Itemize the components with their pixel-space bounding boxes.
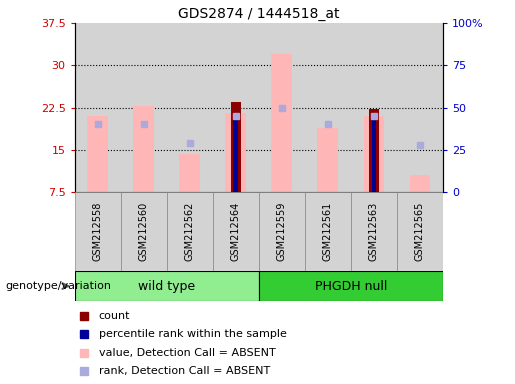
Bar bbox=[121, 23, 167, 192]
Text: GSM212561: GSM212561 bbox=[323, 202, 333, 261]
Bar bbox=[305, 23, 351, 192]
Bar bbox=[167, 192, 213, 271]
Bar bbox=[75, 23, 121, 192]
Text: wild type: wild type bbox=[138, 280, 195, 293]
Text: GSM212564: GSM212564 bbox=[231, 202, 241, 261]
Text: GSM212560: GSM212560 bbox=[139, 202, 149, 261]
Text: value, Detection Call = ABSENT: value, Detection Call = ABSENT bbox=[98, 348, 276, 358]
Text: rank, Detection Call = ABSENT: rank, Detection Call = ABSENT bbox=[98, 366, 270, 376]
Text: GSM212558: GSM212558 bbox=[93, 202, 102, 261]
Bar bbox=[369, 109, 379, 192]
Text: GSM212565: GSM212565 bbox=[415, 202, 425, 261]
Bar bbox=[88, 116, 108, 192]
Bar bbox=[213, 192, 259, 271]
Bar bbox=[259, 271, 443, 301]
Bar bbox=[75, 192, 121, 271]
Text: count: count bbox=[98, 311, 130, 321]
Bar bbox=[259, 192, 305, 271]
Bar bbox=[179, 154, 200, 192]
Bar bbox=[233, 114, 238, 192]
Text: GSM212563: GSM212563 bbox=[369, 202, 379, 261]
Bar bbox=[364, 116, 384, 192]
Text: PHGDH null: PHGDH null bbox=[315, 280, 387, 293]
Text: genotype/variation: genotype/variation bbox=[5, 281, 111, 291]
Text: GSM212562: GSM212562 bbox=[185, 202, 195, 261]
Bar bbox=[397, 23, 443, 192]
Bar bbox=[133, 106, 154, 192]
Bar bbox=[305, 192, 351, 271]
Bar bbox=[121, 192, 167, 271]
Bar bbox=[351, 23, 397, 192]
Bar bbox=[167, 23, 213, 192]
Bar bbox=[317, 128, 338, 192]
Bar bbox=[409, 175, 430, 192]
Bar bbox=[271, 54, 292, 192]
Text: GSM212559: GSM212559 bbox=[277, 202, 287, 261]
Bar bbox=[231, 102, 241, 192]
Title: GDS2874 / 1444518_at: GDS2874 / 1444518_at bbox=[178, 7, 339, 21]
Text: percentile rank within the sample: percentile rank within the sample bbox=[98, 329, 286, 339]
Bar bbox=[213, 23, 259, 192]
Bar bbox=[75, 271, 259, 301]
Bar bbox=[226, 113, 246, 192]
Bar bbox=[397, 192, 443, 271]
Bar bbox=[371, 113, 376, 192]
Bar bbox=[351, 192, 397, 271]
Bar bbox=[259, 23, 305, 192]
